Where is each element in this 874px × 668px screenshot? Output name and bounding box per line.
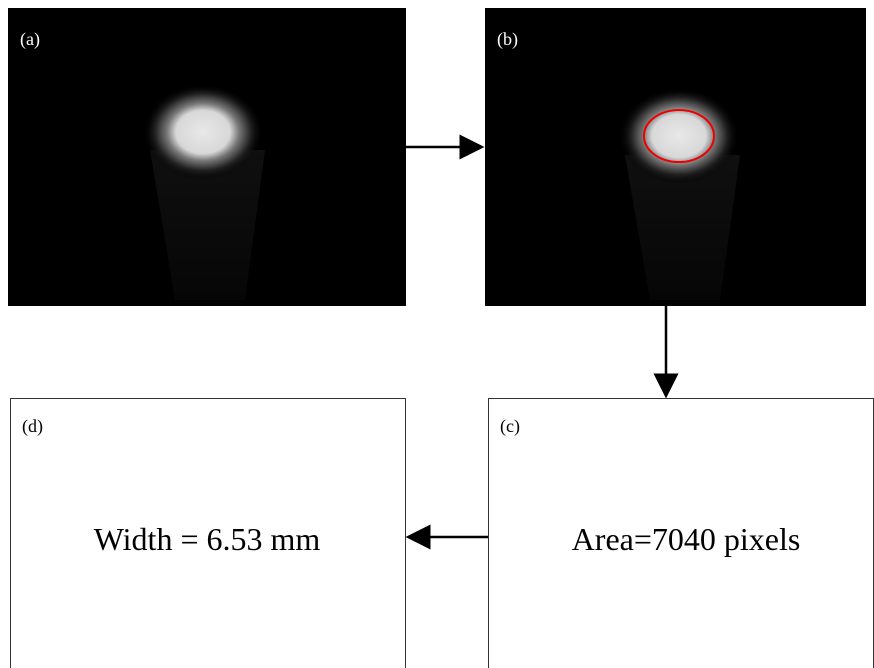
panel-label: (a) (20, 29, 40, 50)
panel-label: (c) (500, 416, 520, 437)
panel-text: Area=7040 pixels (572, 521, 801, 557)
panel-c: (c) Area=7040 pixels (489, 399, 874, 668)
panel-b: (b) (485, 8, 866, 306)
panel-a: (a) (8, 8, 406, 306)
panel-label: (b) (497, 29, 518, 50)
panel-d: (d) Width = 6.53 mm (11, 399, 406, 668)
panel-label: (d) (22, 416, 43, 437)
diagram: (a) (b) (c) Area=7040 pixels (d) Width =… (0, 0, 874, 668)
panel-text: Width = 6.53 mm (94, 521, 321, 557)
